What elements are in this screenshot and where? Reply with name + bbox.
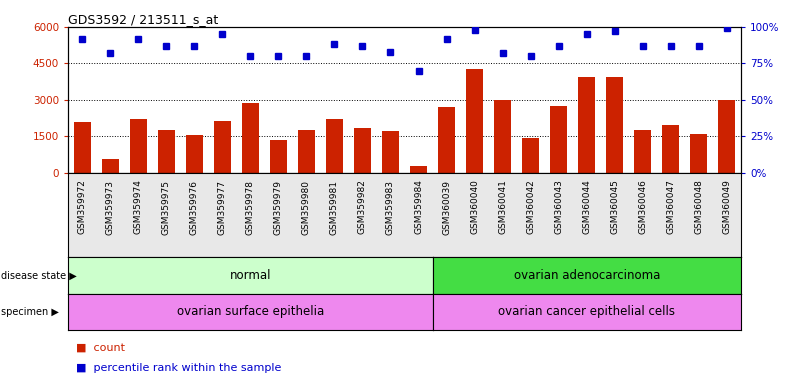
Bar xyxy=(494,100,511,173)
Bar xyxy=(102,159,119,173)
Bar xyxy=(438,107,455,173)
Text: ovarian surface epithelia: ovarian surface epithelia xyxy=(177,306,324,318)
Bar xyxy=(578,77,595,173)
Text: ovarian cancer epithelial cells: ovarian cancer epithelial cells xyxy=(498,306,675,318)
Text: GSM359977: GSM359977 xyxy=(218,180,227,235)
Bar xyxy=(354,128,371,173)
Text: GSM360047: GSM360047 xyxy=(666,180,675,235)
Text: normal: normal xyxy=(230,269,271,282)
Bar xyxy=(466,70,483,173)
Text: GSM359972: GSM359972 xyxy=(78,180,87,235)
Text: GSM359975: GSM359975 xyxy=(162,180,171,235)
Bar xyxy=(550,106,567,173)
Text: GSM360039: GSM360039 xyxy=(442,180,451,235)
Text: GSM359980: GSM359980 xyxy=(302,180,311,235)
Text: GSM360043: GSM360043 xyxy=(554,180,563,235)
Text: GSM360040: GSM360040 xyxy=(470,180,479,235)
Text: GSM360049: GSM360049 xyxy=(723,180,731,235)
Text: GSM359981: GSM359981 xyxy=(330,180,339,235)
Bar xyxy=(690,134,707,173)
Text: GSM359979: GSM359979 xyxy=(274,180,283,235)
Text: GSM359978: GSM359978 xyxy=(246,180,255,235)
Text: specimen ▶: specimen ▶ xyxy=(1,307,58,317)
Bar xyxy=(634,130,651,173)
Text: GDS3592 / 213511_s_at: GDS3592 / 213511_s_at xyxy=(68,13,219,26)
Bar xyxy=(410,166,427,173)
Text: GSM360048: GSM360048 xyxy=(694,180,703,235)
Text: GSM359976: GSM359976 xyxy=(190,180,199,235)
Bar xyxy=(662,125,679,173)
Text: GSM360046: GSM360046 xyxy=(638,180,647,235)
Text: GSM359983: GSM359983 xyxy=(386,180,395,235)
Text: GSM359982: GSM359982 xyxy=(358,180,367,235)
Bar xyxy=(522,137,539,173)
Text: ovarian adenocarcinoma: ovarian adenocarcinoma xyxy=(513,269,660,282)
Bar xyxy=(74,122,91,173)
Text: GSM359973: GSM359973 xyxy=(106,180,115,235)
Text: GSM359984: GSM359984 xyxy=(414,180,423,235)
Bar xyxy=(242,103,259,173)
Bar xyxy=(718,100,735,173)
Text: GSM360042: GSM360042 xyxy=(526,180,535,234)
Bar xyxy=(186,135,203,173)
Bar xyxy=(298,130,315,173)
Text: GSM360044: GSM360044 xyxy=(582,180,591,234)
Bar xyxy=(382,131,399,173)
Text: ■  percentile rank within the sample: ■ percentile rank within the sample xyxy=(76,362,281,373)
Text: ■  count: ■ count xyxy=(76,343,125,353)
Bar xyxy=(326,119,343,173)
Bar xyxy=(606,77,623,173)
Bar xyxy=(158,130,175,173)
Text: GSM359974: GSM359974 xyxy=(134,180,143,235)
Text: GSM360041: GSM360041 xyxy=(498,180,507,235)
Bar xyxy=(214,121,231,173)
Text: GSM360045: GSM360045 xyxy=(610,180,619,235)
Bar xyxy=(270,140,287,173)
Text: disease state ▶: disease state ▶ xyxy=(1,270,77,281)
Bar xyxy=(130,119,147,173)
